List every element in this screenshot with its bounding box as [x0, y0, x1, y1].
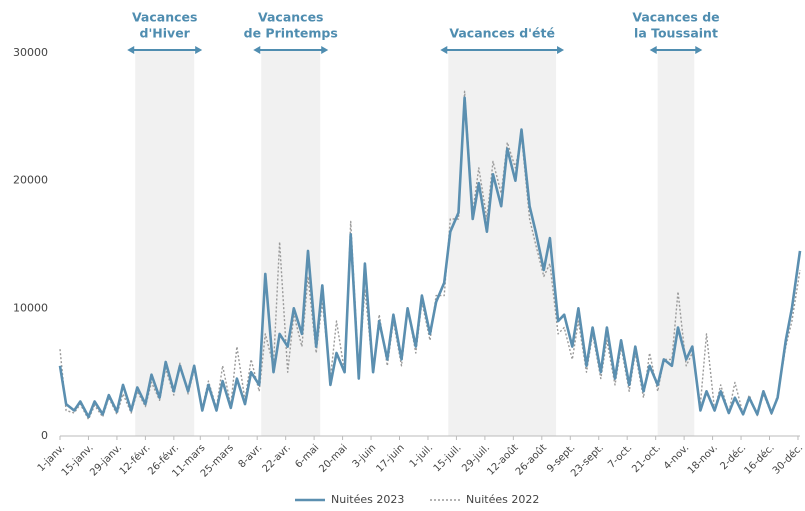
x-tick-label: 1-juil. [408, 442, 435, 469]
x-tick-label: 30-déc. [770, 442, 805, 477]
period-band [135, 50, 195, 436]
x-tick-label: 21-oct. [630, 442, 663, 475]
series-line [58, 96, 802, 419]
period-label: la Toussaint [634, 26, 718, 41]
period-label: Vacances de [632, 10, 719, 25]
legend-label: Nuitées 2022 [466, 493, 539, 506]
period-band [261, 50, 321, 436]
period-label: de Printemps [244, 26, 338, 41]
x-tick-label: 18-nov. [686, 442, 720, 476]
x-tick-label: 26-août [513, 442, 549, 478]
y-tick-label: 0 [41, 429, 48, 442]
x-tick-label: 15-juil. [432, 442, 464, 474]
x-tick-label: 29-janv. [88, 442, 124, 478]
y-tick-label: 30000 [13, 46, 48, 59]
x-tick-label: 16-déc. [742, 442, 777, 477]
x-tick-label: 20-mai [317, 442, 350, 475]
x-tick-label: 17-juin [375, 442, 407, 474]
period-label: Vacances d'été [449, 26, 555, 41]
x-tick-label: 22-avr. [261, 442, 293, 474]
period-label: Vacances [132, 10, 198, 25]
y-tick-label: 20000 [13, 174, 48, 187]
period-label: d'Hiver [140, 26, 191, 41]
period-label: Vacances [258, 10, 324, 25]
period-band [657, 50, 695, 436]
legend-label: Nuitées 2023 [331, 493, 404, 506]
y-tick-label: 10000 [13, 301, 48, 314]
